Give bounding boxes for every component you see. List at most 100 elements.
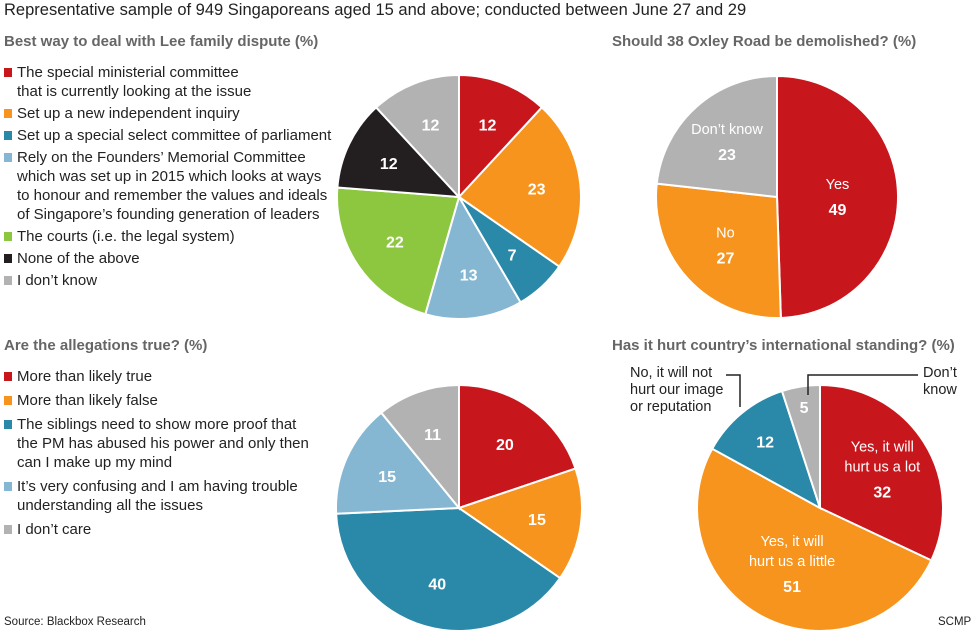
legend-text: the PM has abused his power and only the… xyxy=(17,435,309,452)
legend-text: I don’t know xyxy=(17,272,98,289)
pie-slice xyxy=(710,389,822,511)
legend-swatch xyxy=(4,276,12,285)
legend-text: understanding all the issues xyxy=(17,497,203,514)
legend-text: that is currently looking at the issue xyxy=(17,83,252,100)
pie-slice xyxy=(379,383,460,511)
pie-slice xyxy=(655,182,782,319)
legend-item: More than likely true xyxy=(4,367,334,386)
slice-value-label: 40 xyxy=(428,577,446,594)
slice-category-label: Yes, it will xyxy=(851,439,914,455)
slice-value-label: 15 xyxy=(528,512,546,529)
legend-item: More than likely false xyxy=(4,391,334,410)
slice-value-label: 51 xyxy=(783,579,801,596)
legend-swatch xyxy=(4,131,12,140)
legend-swatch xyxy=(4,254,12,263)
slice-value-label: 5 xyxy=(800,400,809,417)
slice-value-label: 23 xyxy=(528,182,546,199)
chart4-title: Has it hurt country’s international stan… xyxy=(612,337,955,354)
legend-item: The siblings need to show more proof tha… xyxy=(4,415,334,472)
legend-swatch xyxy=(4,232,12,241)
slice-value-label: 12 xyxy=(756,435,774,452)
legend-swatch xyxy=(4,525,12,534)
chart2-title: Should 38 Oxley Road be demolished? (%) xyxy=(612,33,917,50)
pie-chart-1: 12 23 7 13 22 12 12 xyxy=(336,73,583,320)
pie-slice xyxy=(374,73,460,200)
legend-swatch xyxy=(4,109,12,118)
slice-value-label: 49 xyxy=(829,202,847,219)
credit-note: SCMP xyxy=(938,616,972,628)
slice-value-label: 22 xyxy=(386,235,404,252)
legend-swatch xyxy=(4,68,12,77)
legend-text: It’s very confusing and I am having trou… xyxy=(17,478,298,495)
pie-slice xyxy=(336,106,462,199)
slice-category-label: Don’t xyxy=(923,365,957,381)
slice-category-label: hurt our image xyxy=(630,382,724,398)
pie-chart-2: Yes 49 No 27 Don’t know 23 xyxy=(655,74,900,319)
pie-slice xyxy=(335,411,462,515)
slice-value-label: 15 xyxy=(378,469,396,486)
legend-text: The special ministerial committee xyxy=(17,64,239,81)
chart3-title: Are the allegations true? (%) xyxy=(4,337,208,354)
pie-slice xyxy=(424,194,522,320)
pie-slice xyxy=(458,73,544,200)
slice-value-label: 12 xyxy=(380,156,398,173)
slice-category-label: hurt us a little xyxy=(749,554,835,570)
legend-text: which was set up in 2015 which looks at … xyxy=(17,168,322,185)
chart1-legend: The special ministerial committee that is… xyxy=(4,63,334,290)
pie-slice xyxy=(696,447,933,632)
slice-category-label: hurt us a lot xyxy=(844,459,920,475)
legend-text: can I make up my mind xyxy=(17,454,173,471)
slice-value-label: 20 xyxy=(496,437,514,454)
legend-item: I don’t care xyxy=(4,520,334,539)
pie-slice xyxy=(456,467,583,580)
slice-value-label: 7 xyxy=(508,247,517,264)
slice-category-label: know xyxy=(923,382,957,398)
pie-slice xyxy=(335,506,562,632)
legend-swatch xyxy=(4,420,12,429)
legend-text: Set up a new independent inquiry xyxy=(17,105,240,122)
legend-swatch xyxy=(4,482,12,491)
legend-text: The courts (i.e. the legal system) xyxy=(17,228,235,245)
slice-value-label: 12 xyxy=(479,117,497,134)
pie-slice xyxy=(458,383,577,510)
slice-value-label: 13 xyxy=(460,267,478,284)
legend-text: More than likely false xyxy=(17,392,158,409)
legend-text: I don’t care xyxy=(17,521,92,538)
legend-text: Rely on the Founders’ Memorial Committee xyxy=(17,149,306,166)
slice-category-label: No xyxy=(716,226,735,242)
leader-line xyxy=(807,374,918,395)
slice-category-label: Don’t know xyxy=(691,122,763,138)
legend-swatch xyxy=(4,153,12,162)
pie-chart-4: Yes, it will hurt us a lot 32 Yes, it will h… xyxy=(630,365,957,632)
chart3-legend: More than likely true More than likely fa… xyxy=(4,367,334,539)
chart1-title: Best way to deal with Lee family dispute… xyxy=(4,33,319,50)
legend-item: The special ministerial committee that is… xyxy=(4,63,334,101)
legend-text: Set up a special select committee of par… xyxy=(17,127,332,144)
slice-value-label: 32 xyxy=(873,484,891,501)
legend-item: Set up a special select committee of par… xyxy=(4,126,334,145)
legend-item: Rely on the Founders’ Memorial Committee… xyxy=(4,148,334,224)
legend-swatch xyxy=(4,372,12,381)
slice-category-label: No, it will not xyxy=(630,365,712,381)
pie-slice xyxy=(457,106,583,268)
source-note: Source: Blackbox Research xyxy=(4,616,146,628)
slice-value-label: 27 xyxy=(717,251,735,268)
slice-value-label: 23 xyxy=(718,147,736,164)
legend-item: Set up a new independent inquiry xyxy=(4,104,334,123)
slice-category-label: or reputation xyxy=(630,399,711,415)
page-header: Representative sample of 949 Singaporean… xyxy=(4,1,747,19)
pie-slice xyxy=(336,186,461,316)
pie-slice xyxy=(819,383,944,562)
legend-item: It’s very confusing and I am having trou… xyxy=(4,477,334,515)
leader-line xyxy=(726,374,741,407)
legend-text: None of the above xyxy=(17,250,140,267)
legend-text: More than likely true xyxy=(17,368,153,385)
legend-item: None of the above xyxy=(4,249,334,268)
legend-text: of Singapore’s founding generation of le… xyxy=(17,206,320,223)
pie-slice xyxy=(655,74,778,199)
slice-category-label: Yes, it will xyxy=(761,534,824,550)
legend-item: I don’t know xyxy=(4,271,334,290)
slice-category-label: Yes xyxy=(826,177,850,193)
legend-text: The siblings need to show more proof tha… xyxy=(17,416,297,433)
